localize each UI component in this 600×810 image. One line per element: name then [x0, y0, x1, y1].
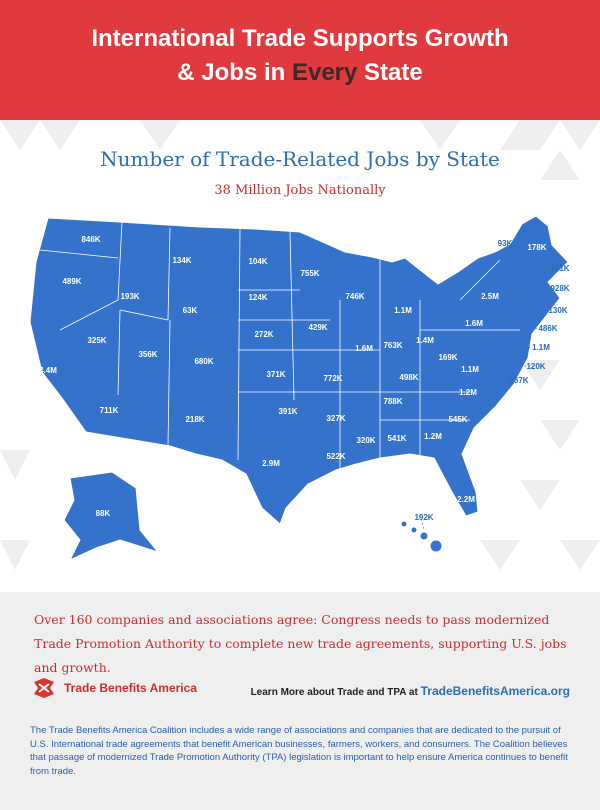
- callout: Over 160 companies and associations agre…: [34, 612, 567, 675]
- state-label: 2.5M: [481, 292, 499, 301]
- state-label: 1.6M: [465, 319, 483, 328]
- state-label: 218K: [185, 415, 204, 424]
- state-label: 1.6M: [355, 344, 373, 353]
- hawaii-island: [419, 531, 429, 541]
- state-label: 88K: [96, 509, 111, 518]
- state-label: 772K: [323, 374, 342, 383]
- learn-more: Learn More about Trade and TPA at TradeB…: [251, 684, 570, 698]
- state-label: 1.2M: [459, 388, 477, 397]
- state-label: 134K: [172, 256, 191, 265]
- alaska: [63, 471, 160, 562]
- map-subtitle: 38 Million Jobs Nationally: [214, 183, 386, 198]
- hawaii-island: [410, 526, 418, 534]
- hawaii-island: [400, 520, 408, 528]
- header-title: International Trade Supports Growth: [91, 25, 508, 52]
- state-label: 356K: [138, 350, 157, 359]
- state-label: 1.1M: [461, 365, 479, 374]
- state-label: 93K: [498, 239, 513, 248]
- state-label: 193K: [120, 292, 139, 301]
- state-label: 63K: [183, 306, 198, 315]
- state-labels: 846K 489K 134K 104K 755K 93K 178K 181K 193K 124K 6…: [39, 235, 570, 522]
- state-label: 120K: [526, 362, 545, 371]
- state-label: 541K: [387, 434, 406, 443]
- title-part: & Jobs in: [177, 59, 292, 86]
- state-label: 130K: [548, 306, 567, 315]
- state-label: 325K: [87, 336, 106, 345]
- state-label: 181K: [550, 264, 569, 273]
- state-label: 429K: [308, 323, 327, 332]
- about-text: The Trade Benefits America Coalition inc…: [30, 725, 568, 777]
- state-label: 169K: [438, 353, 457, 362]
- state-label: 371K: [266, 370, 285, 379]
- logo-text: Trade Benefits America: [64, 681, 197, 695]
- state-label: 1.4M: [416, 336, 434, 345]
- us-map: [29, 215, 569, 562]
- state-label: 124K: [248, 293, 267, 302]
- state-label: 272K: [254, 330, 273, 339]
- state-label: 4.4M: [39, 366, 57, 375]
- leader-lines: [419, 249, 551, 531]
- state-label: 522K: [326, 452, 345, 461]
- state-label: 767K: [509, 376, 528, 385]
- state-label: 928K: [550, 284, 569, 293]
- state-borders: [39, 221, 520, 470]
- title-part: State: [357, 59, 422, 86]
- bottom-section: Over 160 companies and associations agre…: [0, 592, 600, 810]
- title-highlight: Every: [292, 59, 358, 86]
- state-label: 846K: [81, 235, 100, 244]
- state-label: 711K: [100, 406, 119, 415]
- header-band: [0, 0, 600, 120]
- state-label: 178K: [527, 243, 546, 252]
- map-graphic: International Trade Supports Growth & Jo…: [0, 0, 600, 570]
- state-label: 680K: [194, 357, 213, 366]
- logo-icon: [34, 678, 54, 698]
- state-label: 327K: [326, 414, 345, 423]
- state-label: 1.2M: [424, 432, 442, 441]
- state-label: 763K: [383, 341, 402, 350]
- hawaii-island: [429, 539, 443, 553]
- state-label: 545K: [448, 415, 467, 424]
- state-label: 391K: [278, 407, 297, 416]
- state-label: 755K: [300, 269, 319, 278]
- state-label: 192K: [414, 513, 433, 522]
- state-label: 788K: [383, 397, 402, 406]
- map-title: Number of Trade-Related Jobs by State: [100, 147, 500, 171]
- state-label: 2.9M: [262, 459, 280, 468]
- state-label: 104K: [248, 257, 267, 266]
- url-link[interactable]: TradeBenefitsAmerica.org: [420, 684, 570, 698]
- contiguous-us: [29, 215, 569, 525]
- logo[interactable]: Trade Benefits America: [30, 676, 197, 700]
- state-label: 486K: [538, 324, 557, 333]
- state-label: 1.1M: [532, 343, 550, 352]
- state-label: 498K: [399, 373, 418, 382]
- state-label: 489K: [62, 277, 81, 286]
- state-label: 2.2M: [457, 495, 475, 504]
- state-label: 320K: [356, 436, 375, 445]
- learn-more-text: Learn More about Trade and TPA at: [250, 687, 421, 698]
- triangle-pattern: [0, 120, 600, 570]
- state-label: 1.1M: [394, 306, 412, 315]
- header-title: & Jobs in Every State: [177, 59, 422, 86]
- state-label: 746K: [345, 292, 364, 301]
